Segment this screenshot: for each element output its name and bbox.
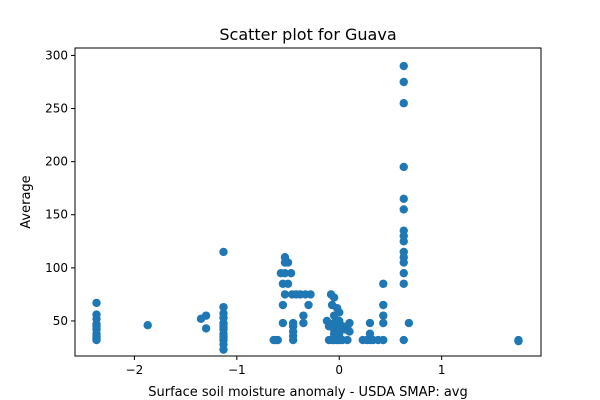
y-tick-label: 100 bbox=[45, 261, 68, 275]
data-point-87 bbox=[365, 318, 375, 328]
x-axis-label: Surface soil moisture anomaly - USDA SMA… bbox=[148, 385, 468, 400]
data-point-102 bbox=[399, 205, 408, 214]
data-point-99 bbox=[399, 99, 408, 108]
data-point-96 bbox=[379, 335, 388, 345]
data-point-101 bbox=[399, 194, 408, 204]
x-tick-label: 0 bbox=[335, 363, 343, 377]
data-point-111 bbox=[399, 335, 408, 345]
data-point-108 bbox=[399, 258, 408, 267]
data-point-114 bbox=[514, 336, 523, 346]
data-point-88 bbox=[365, 329, 375, 338]
data-point-92 bbox=[379, 279, 388, 288]
data-point-112 bbox=[404, 318, 414, 328]
data-point-52 bbox=[306, 290, 315, 299]
data-point-95 bbox=[379, 318, 388, 328]
data-point-45 bbox=[288, 335, 298, 345]
data-point-94 bbox=[379, 311, 388, 320]
y-tick-label: 50 bbox=[53, 314, 68, 328]
data-point-12 bbox=[201, 311, 211, 320]
data-point-36 bbox=[280, 290, 290, 299]
y-tick-label: 150 bbox=[45, 208, 68, 222]
data-point-13 bbox=[201, 324, 211, 333]
data-point-71 bbox=[335, 308, 344, 317]
data-point-100 bbox=[399, 162, 408, 172]
y-tick-label: 250 bbox=[45, 102, 68, 116]
data-point-37 bbox=[283, 258, 293, 267]
data-point-14 bbox=[219, 247, 228, 257]
data-point-93 bbox=[379, 300, 388, 310]
data-point-105 bbox=[399, 237, 408, 246]
data-point-98 bbox=[399, 77, 408, 87]
x-axis: −2 −1 0 1 bbox=[126, 356, 446, 377]
x-tick-label: −1 bbox=[228, 363, 246, 377]
data-point-10 bbox=[143, 321, 152, 330]
data-point-15 bbox=[219, 302, 228, 312]
y-tick-label: 200 bbox=[45, 155, 68, 169]
data-point-35 bbox=[280, 268, 290, 278]
data-point-28 bbox=[269, 335, 278, 345]
x-tick-label: 1 bbox=[438, 363, 446, 377]
data-point-49 bbox=[299, 318, 308, 328]
data-point-82 bbox=[343, 335, 352, 345]
data-point-30 bbox=[278, 300, 288, 310]
data-point-59 bbox=[329, 293, 339, 302]
data-point-48 bbox=[299, 311, 308, 320]
data-point-25 bbox=[219, 345, 228, 354]
data-point-97 bbox=[399, 61, 408, 71]
chart-title: Scatter plot for Guava bbox=[219, 25, 396, 44]
y-axis-label: Average bbox=[19, 175, 34, 228]
data-point-39 bbox=[286, 268, 296, 278]
data-point-38 bbox=[283, 279, 293, 288]
x-tick-label: −2 bbox=[126, 363, 144, 377]
data-point-0 bbox=[92, 298, 101, 308]
plot-frame bbox=[74, 47, 542, 357]
data-point-51 bbox=[304, 300, 313, 310]
data-point-110 bbox=[399, 279, 408, 288]
data-point-83 bbox=[345, 318, 354, 328]
y-tick-label: 300 bbox=[45, 48, 68, 62]
y-axis: 50 100 150 200 250 300 bbox=[45, 48, 75, 328]
data-point-109 bbox=[399, 268, 408, 278]
data-point-9 bbox=[92, 335, 101, 345]
data-point-31 bbox=[278, 318, 288, 328]
data-points bbox=[92, 61, 523, 354]
data-point-84 bbox=[345, 327, 354, 336]
